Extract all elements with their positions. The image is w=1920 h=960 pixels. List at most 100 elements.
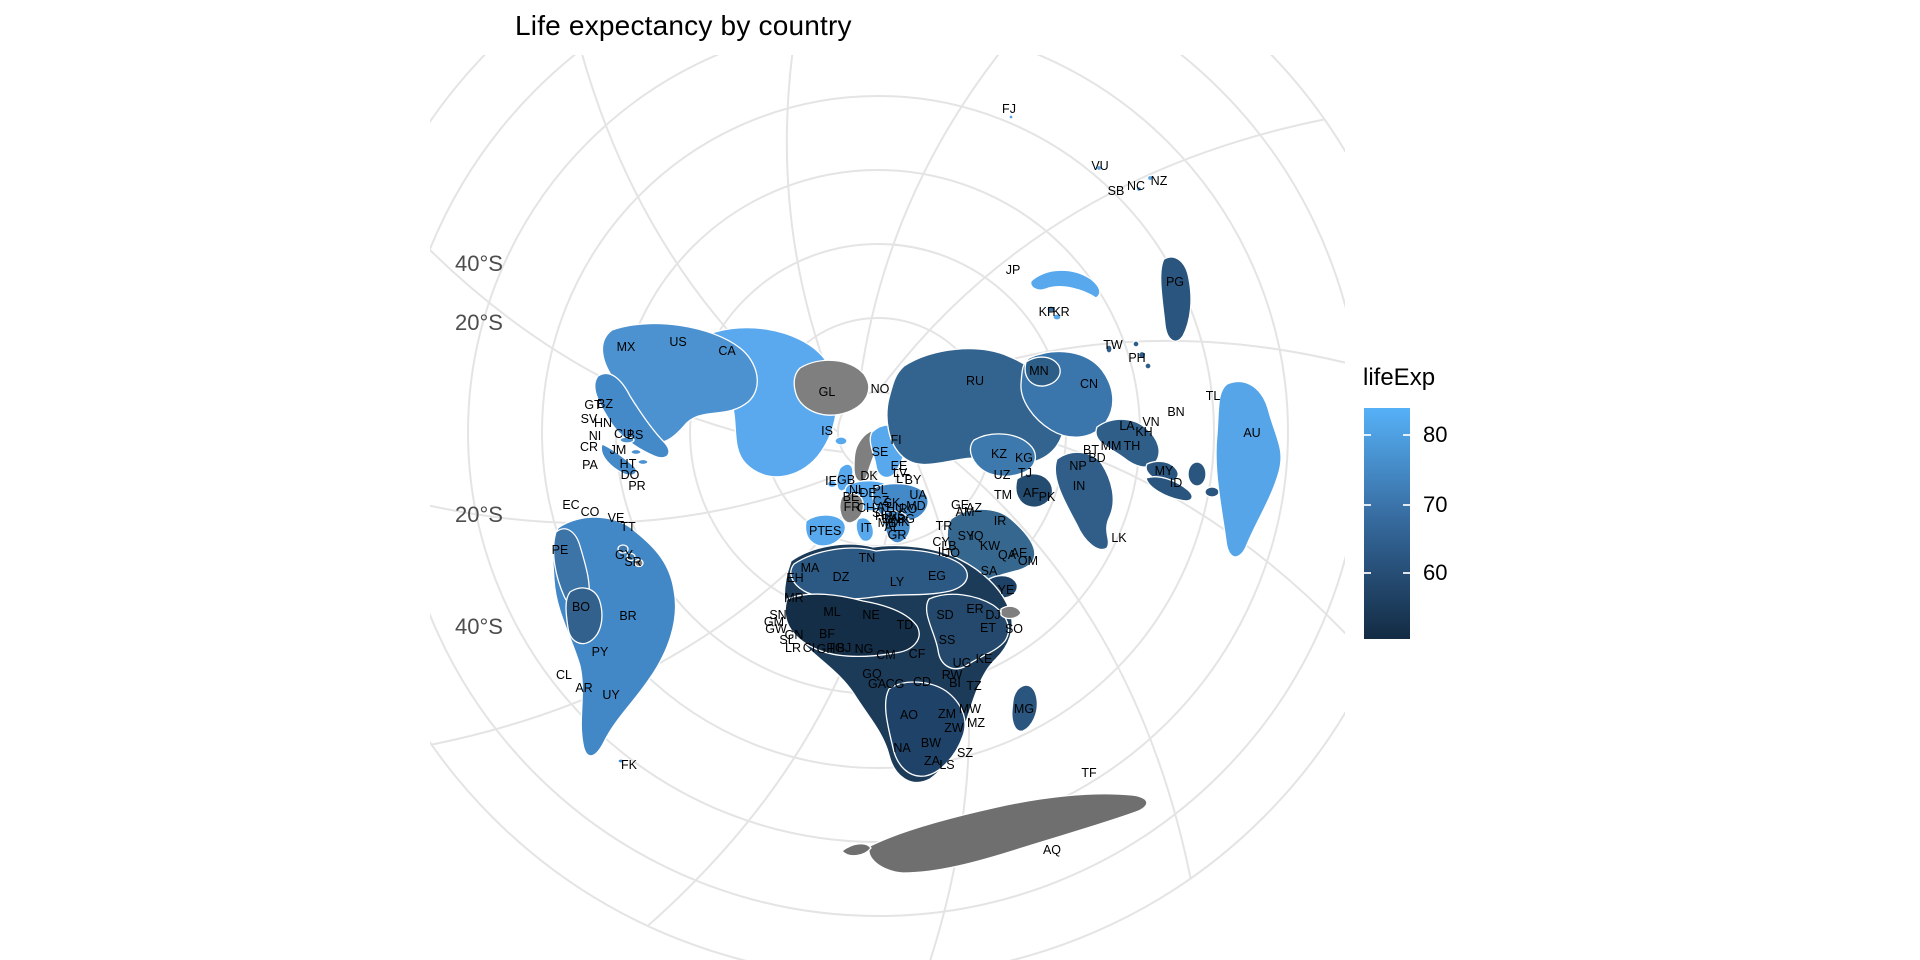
country-label-rs: RS [888,508,906,523]
region-new-caledonia [1135,185,1143,193]
country-label-cf: CF [908,646,926,661]
region-iberia [804,514,846,547]
country-label-kr: KR [1052,304,1070,319]
region-suriname [626,552,636,562]
country-label-mk: MK [890,514,910,529]
country-label-mz: MZ [966,715,986,730]
country-label-tf: TF [1081,765,1097,780]
country-label-qa: QA [997,547,1017,562]
country-label-de: DE [859,485,877,500]
country-label-sy: SY [957,528,975,543]
region-central-asia [969,433,1036,477]
country-label-ug: UG [952,655,972,670]
country-label-mr: MR [784,590,804,605]
region-vanuatu [1095,164,1103,172]
region-philippines-mid [1137,350,1147,360]
country-label-lt: LT [896,471,910,486]
country-label-ng: NG [854,641,874,656]
country-label-py: PY [591,644,609,659]
country-label-jp: JP [1005,262,1021,277]
country-label-au: AU [1243,425,1261,440]
region-balkans [883,510,911,544]
country-label-ke: KE [975,651,993,666]
country-label-tw: TW [1103,337,1123,352]
country-label-nl: NL [849,482,865,497]
country-label-gt: GT [584,397,602,412]
country-label-is: IS [821,423,833,438]
country-label-es: ES [824,523,842,538]
country-label-ae: AE [1010,545,1028,560]
legend-tick-mark [1364,504,1371,506]
country-label-us: US [669,334,687,349]
region-new-zealand [1146,174,1154,182]
country-label-cn: CN [1079,376,1099,391]
country-label-uy: UY [602,687,620,702]
country-label-om: OM [1017,553,1039,568]
country-label-gy: GY [614,547,634,562]
country-label-bo: BO [571,599,591,614]
country-label-fi: FI [890,432,902,447]
country-label-be: BE [842,489,860,504]
region-north-africa [790,547,968,600]
country-label-md: MD [906,498,926,513]
country-label-lr: LR [785,640,801,655]
legend-tick-mark [1403,504,1410,506]
region-somaliland [1000,605,1022,620]
country-label-do: DO [620,467,640,482]
region-mongolia [1024,356,1061,387]
region-philippines-north [1132,340,1140,348]
country-label-lk: LK [1111,530,1127,545]
country-label-ru: RU [965,373,985,388]
country-label-bz: BZ [597,396,613,411]
country-label-sk: SK [883,495,901,510]
legend-tick-label-70: 70 [1423,492,1448,517]
country-label-mw: MW [958,701,982,716]
country-label-gm: GM [763,614,785,629]
country-label-gr: GR [887,527,907,542]
country-label-bt: BT [1083,442,1099,457]
country-label-fr: FR [843,499,861,514]
legend-tick-mark [1403,434,1410,436]
region-antarctica-sliver [841,843,872,857]
region-papua-new-guinea [1160,256,1192,342]
country-label-al: AL [884,519,900,534]
region-guyana [617,544,629,554]
country-label-hr: HR [874,508,894,523]
legend-colorbar [1364,408,1410,639]
country-label-rw: RW [941,667,963,682]
country-label-eh: EH [786,570,804,585]
country-label-ly: LY [889,574,905,589]
country-label-ua: UA [909,487,927,502]
country-label-nc: NC [1126,178,1146,193]
region-puerto-rico [637,458,649,466]
region-afghanistan-pakistan [1015,473,1054,508]
region-mexico [594,372,670,459]
region-french-guiana [634,558,644,568]
country-label-dz: DZ [832,569,850,584]
country-label-pt: PT [809,523,825,538]
country-label-zm: ZM [937,706,957,721]
legend-tick-mark [1364,434,1371,436]
legend-title: lifeExp [1363,364,1436,391]
country-label-uz: UZ [993,467,1011,482]
country-label-az: AZ [966,500,982,515]
country-label-ie: IE [825,473,837,488]
region-bolivia [565,587,603,645]
country-label-vn: VN [1142,414,1160,429]
country-label-nz: NZ [1150,173,1168,188]
country-label-sd: SD [936,607,954,622]
country-label-sl: SL [779,632,795,647]
country-label-so: SO [1004,621,1024,636]
country-label-gb: GB [836,472,856,487]
country-label-ro: RO [898,501,918,516]
country-label-et: ET [980,620,996,635]
country-label-tl: TL [1205,388,1221,403]
country-label-dj: DJ [985,607,1001,622]
region-australia [1215,380,1282,558]
country-label-tn: TN [858,550,876,565]
region-philippines-south [1144,362,1152,370]
country-label-ao: AO [899,707,919,722]
legend-tick-label-60: 60 [1423,560,1448,585]
